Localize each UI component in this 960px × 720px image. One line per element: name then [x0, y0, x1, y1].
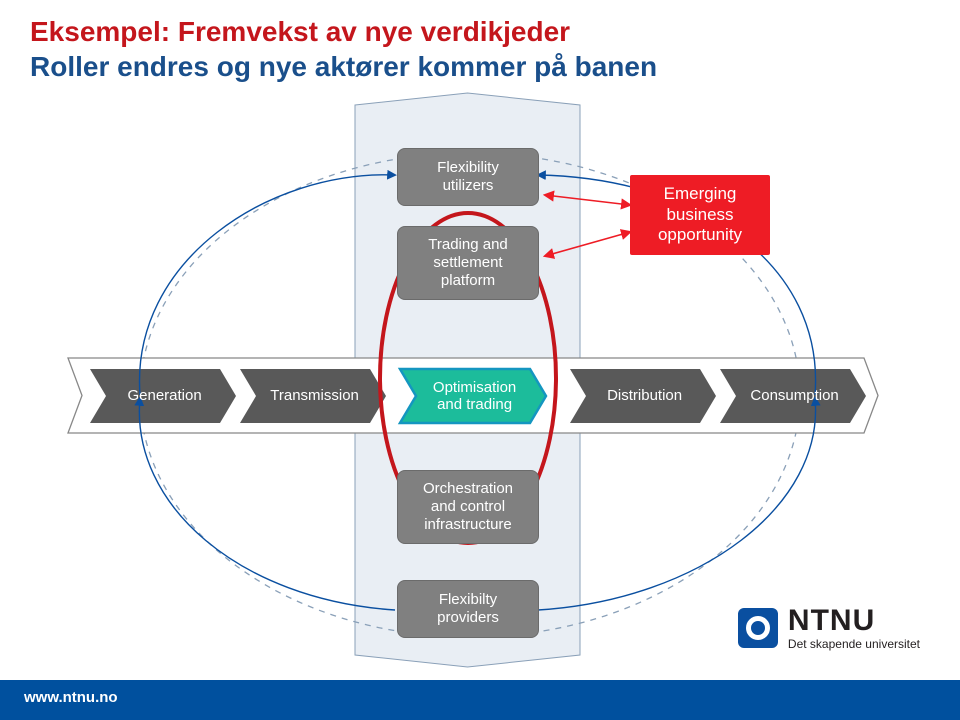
- value-chain-transmission: Transmission: [250, 369, 380, 423]
- box-flex_prov: Flexibilty providers: [397, 580, 539, 638]
- ntnu-logo-text: NTNU: [788, 606, 920, 636]
- box-trade_set: Trading and settlement platform: [397, 226, 539, 300]
- box-orch: Orchestration and control infrastructure: [397, 470, 539, 544]
- value-chain-distribution: Distribution: [580, 369, 710, 423]
- slide: Eksempel: Fremvekst av nye verdikjeder R…: [0, 0, 960, 720]
- footer-bar: [0, 680, 960, 720]
- emerging-business-box: Emerging business opportunity: [630, 175, 770, 255]
- footer-url: www.ntnu.no: [24, 689, 118, 706]
- box-flex_util: Flexibility utilizers: [397, 148, 539, 206]
- value-chain-optimisation: Optimisation and trading: [410, 369, 540, 423]
- value-chain-generation: Generation: [100, 369, 230, 423]
- ntnu-logo-sub: Det skapende universitet: [788, 638, 920, 650]
- value-chain-consumption: Consumption: [730, 369, 860, 423]
- ntnu-logo: NTNU Det skapende universitet: [738, 606, 920, 650]
- ntnu-logo-icon: [738, 608, 778, 648]
